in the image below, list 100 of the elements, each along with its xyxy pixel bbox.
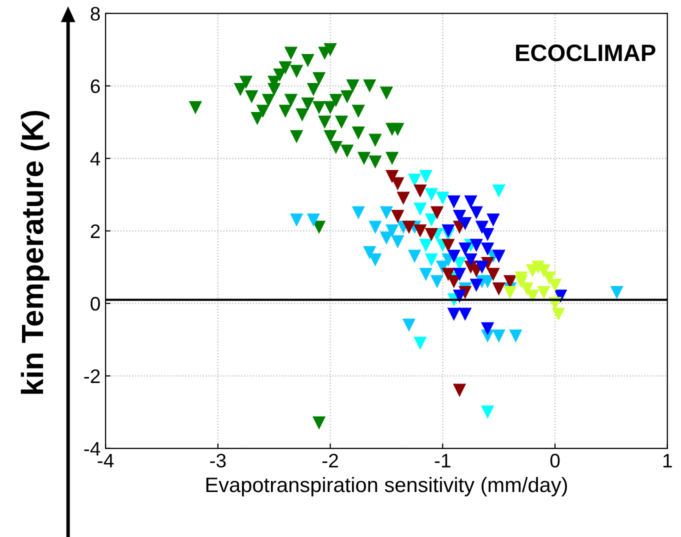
point bbox=[368, 155, 382, 169]
point bbox=[452, 384, 466, 397]
point bbox=[537, 286, 550, 300]
point bbox=[290, 213, 304, 227]
point bbox=[552, 308, 565, 321]
point bbox=[324, 43, 337, 56]
point bbox=[503, 286, 517, 300]
point bbox=[363, 79, 376, 93]
point bbox=[324, 130, 337, 144]
point bbox=[278, 104, 292, 118]
point bbox=[470, 206, 483, 220]
point bbox=[290, 130, 304, 144]
point bbox=[424, 213, 438, 227]
point bbox=[396, 192, 410, 205]
point bbox=[520, 282, 534, 296]
point bbox=[486, 268, 500, 281]
point bbox=[442, 238, 455, 252]
point bbox=[312, 101, 326, 114]
x-tick-label: -1 bbox=[434, 454, 450, 468]
point bbox=[492, 282, 506, 296]
point bbox=[419, 238, 432, 252]
point bbox=[368, 253, 382, 266]
point bbox=[368, 220, 382, 234]
point bbox=[492, 329, 506, 343]
point bbox=[402, 318, 416, 332]
y-tick-label: 6 bbox=[90, 79, 100, 94]
point bbox=[424, 228, 438, 242]
point bbox=[408, 250, 422, 263]
x-tick-label: -3 bbox=[210, 454, 226, 468]
point bbox=[290, 64, 304, 78]
point bbox=[340, 90, 354, 104]
point bbox=[402, 220, 416, 234]
x-tick-label: 1 bbox=[663, 454, 672, 468]
y-tick-label: 0 bbox=[90, 296, 100, 311]
point bbox=[481, 242, 494, 256]
point bbox=[492, 250, 506, 263]
point bbox=[408, 174, 422, 187]
point bbox=[481, 406, 494, 419]
point bbox=[278, 61, 292, 74]
point bbox=[447, 195, 460, 208]
x-tick-label: 0 bbox=[550, 454, 560, 468]
point bbox=[380, 86, 394, 100]
point bbox=[306, 213, 320, 227]
point bbox=[380, 206, 394, 220]
point bbox=[419, 170, 432, 184]
point bbox=[386, 152, 399, 166]
y-tick-label: 4 bbox=[90, 152, 100, 166]
point bbox=[234, 82, 247, 96]
point bbox=[262, 94, 276, 108]
point bbox=[352, 206, 365, 220]
point bbox=[312, 416, 326, 430]
point bbox=[284, 46, 298, 60]
point bbox=[245, 90, 258, 104]
annotation: ECOCLIMAP bbox=[516, 44, 656, 62]
point bbox=[470, 238, 483, 252]
point bbox=[424, 188, 438, 202]
point bbox=[458, 242, 472, 256]
point bbox=[284, 94, 298, 108]
y-tick-label: -4 bbox=[84, 442, 100, 456]
point bbox=[442, 224, 455, 238]
point bbox=[414, 336, 427, 350]
point bbox=[447, 250, 460, 263]
point bbox=[470, 278, 483, 292]
point bbox=[296, 108, 309, 122]
point bbox=[424, 253, 438, 266]
point bbox=[188, 101, 202, 114]
point bbox=[363, 246, 376, 260]
point bbox=[414, 224, 427, 238]
point bbox=[256, 104, 270, 118]
point bbox=[357, 152, 371, 166]
point bbox=[492, 184, 506, 198]
y-tick-label: 8 bbox=[90, 6, 100, 21]
point bbox=[414, 184, 427, 198]
point bbox=[430, 275, 444, 288]
point bbox=[419, 268, 432, 281]
point bbox=[447, 308, 460, 321]
y-axis-title: kin Temperature (K) bbox=[20, 110, 50, 394]
point bbox=[464, 253, 478, 266]
point bbox=[324, 101, 337, 114]
point bbox=[329, 140, 342, 154]
point bbox=[391, 210, 404, 223]
point bbox=[329, 94, 342, 108]
point bbox=[458, 217, 472, 230]
point bbox=[475, 220, 489, 234]
point bbox=[442, 268, 455, 281]
point bbox=[464, 195, 478, 208]
point bbox=[312, 72, 326, 86]
point bbox=[430, 206, 444, 220]
point bbox=[610, 286, 624, 300]
point bbox=[458, 308, 472, 321]
point bbox=[352, 104, 365, 118]
point bbox=[452, 268, 466, 281]
point bbox=[475, 260, 489, 274]
point bbox=[391, 177, 404, 190]
point bbox=[301, 97, 314, 111]
y-tick-label: -2 bbox=[84, 369, 100, 383]
point bbox=[391, 122, 404, 136]
point bbox=[481, 275, 494, 288]
point bbox=[436, 192, 450, 205]
point bbox=[340, 144, 354, 158]
